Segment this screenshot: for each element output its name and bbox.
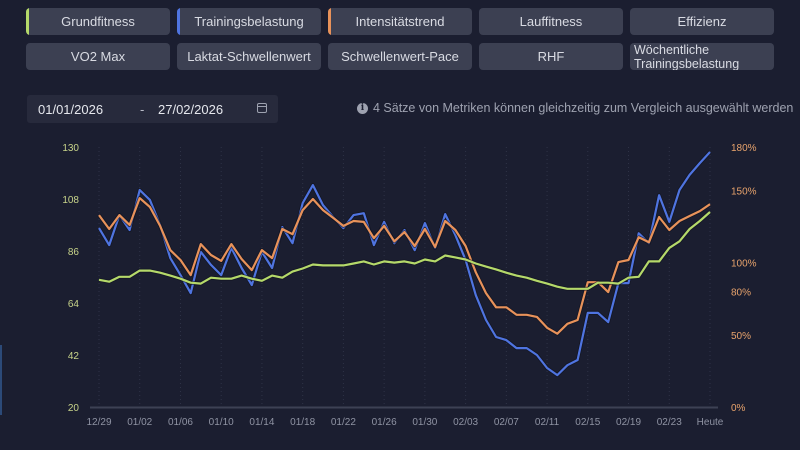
date-range-picker[interactable]: 01/01/2026 - 27/02/2026 [27, 95, 278, 123]
y2-tick-label: 50% [731, 331, 751, 342]
info-note: i 4 Sätze von Metriken können gleichzeit… [357, 101, 793, 115]
series-shadow-intensitaetstrend [97, 196, 712, 336]
y-axis-right: 180% 150% 100% 80% 50% 0% [731, 143, 757, 414]
selected-color-indicator [177, 8, 180, 35]
metric-label: Effizienz [677, 14, 727, 29]
x-tick-label: 02/23 [657, 417, 682, 428]
series-line-intensitaetstrend [98, 196, 711, 335]
x-tick-label: 02/07 [494, 417, 519, 428]
y-tick-label: 42 [68, 351, 80, 362]
y-tick-label: 86 [68, 247, 80, 258]
x-tick-label: 01/18 [290, 417, 315, 428]
end-date-input[interactable]: 27/02/2026 [158, 101, 224, 117]
metric-label: Wöchentliche Trainingsbelastung [634, 43, 740, 70]
left-edge-strip [0, 345, 2, 415]
series-line-grundfitness [98, 211, 711, 290]
metric-label: VO2 Max [70, 49, 126, 64]
metric-selector: Grundfitness Trainingsbelastung Intensit… [26, 8, 784, 70]
line-chart: 130 108 86 64 42 20 180% 150% 100% 80% 50% 0% 12/2… [62, 143, 757, 428]
metric-button-schwellenwert-pace[interactable]: Schwellenwert-Pace [328, 43, 472, 70]
x-tick-label: Heute [697, 417, 724, 428]
y2-tick-label: 150% [731, 186, 757, 197]
metric-label: Grundfitness [61, 14, 135, 29]
x-tick-label: 12/29 [86, 417, 111, 428]
x-axis: 12/29 01/02 01/06 01/10 01/14 01/18 01/22 01/26… [86, 417, 723, 428]
x-tick-label: 02/15 [575, 417, 600, 428]
y2-tick-label: 80% [731, 287, 751, 298]
calendar-icon[interactable] [257, 103, 267, 113]
metric-button-lauffitness[interactable]: Lauffitness [479, 8, 623, 35]
y-tick-label: 64 [68, 299, 80, 310]
y-tick-label: 20 [68, 403, 80, 414]
x-tick-label: 01/26 [372, 417, 397, 428]
metric-button-effizienz[interactable]: Effizienz [630, 8, 774, 35]
metric-label: Intensitätstrend [355, 14, 445, 29]
metric-label: Lauffitness [519, 14, 583, 29]
x-tick-label: 01/30 [412, 417, 437, 428]
metric-button-intensitaetstrend[interactable]: Intensitätstrend [328, 8, 472, 35]
x-tick-label: 01/22 [331, 417, 356, 428]
info-icon: i [357, 102, 368, 114]
x-tick-label: 01/02 [127, 417, 152, 428]
metric-label: Schwellenwert-Pace [341, 49, 459, 64]
series-shadow-grundfitness [98, 210, 712, 291]
metric-label: RHF [537, 49, 565, 64]
x-tick-label: 01/10 [209, 417, 234, 428]
start-date-input[interactable]: 01/01/2026 [38, 101, 104, 117]
metric-button-woechentliche-trainingsbelastung[interactable]: Wöchentliche Trainingsbelastung [630, 43, 774, 70]
info-text: 4 Sätze von Metriken können gleichzeitig… [373, 101, 794, 115]
metric-button-trainingsbelastung[interactable]: Trainingsbelastung [177, 8, 321, 35]
y-axis-left: 130 108 86 64 42 20 [62, 143, 79, 414]
y2-tick-label: 180% [731, 143, 757, 154]
metric-label: Trainingsbelastung [194, 14, 304, 29]
date-separator: - [140, 101, 145, 117]
y2-tick-label: 0% [731, 403, 746, 414]
series-lines [97, 150, 712, 378]
metric-button-rhf[interactable]: RHF [479, 43, 623, 70]
x-tick-label: 01/14 [249, 417, 274, 428]
x-tick-label: 02/11 [535, 417, 560, 428]
selected-color-indicator [328, 8, 331, 35]
series-line-trainingsbelastung [98, 151, 711, 377]
metric-label: Laktat-Schwellenwert [187, 49, 311, 64]
y2-tick-label: 100% [731, 259, 757, 270]
metric-button-vo2-max[interactable]: VO2 Max [26, 43, 170, 70]
x-tick-label: 01/06 [168, 417, 193, 428]
metric-button-grundfitness[interactable]: Grundfitness [26, 8, 170, 35]
selected-color-indicator [26, 8, 29, 35]
y-tick-label: 130 [62, 143, 79, 154]
y-tick-label: 108 [62, 195, 79, 206]
metric-button-laktat-schwellenwert[interactable]: Laktat-Schwellenwert [177, 43, 321, 70]
x-tick-label: 02/03 [453, 417, 478, 428]
grid-lines [98, 147, 711, 407]
x-tick-label: 02/19 [616, 417, 641, 428]
